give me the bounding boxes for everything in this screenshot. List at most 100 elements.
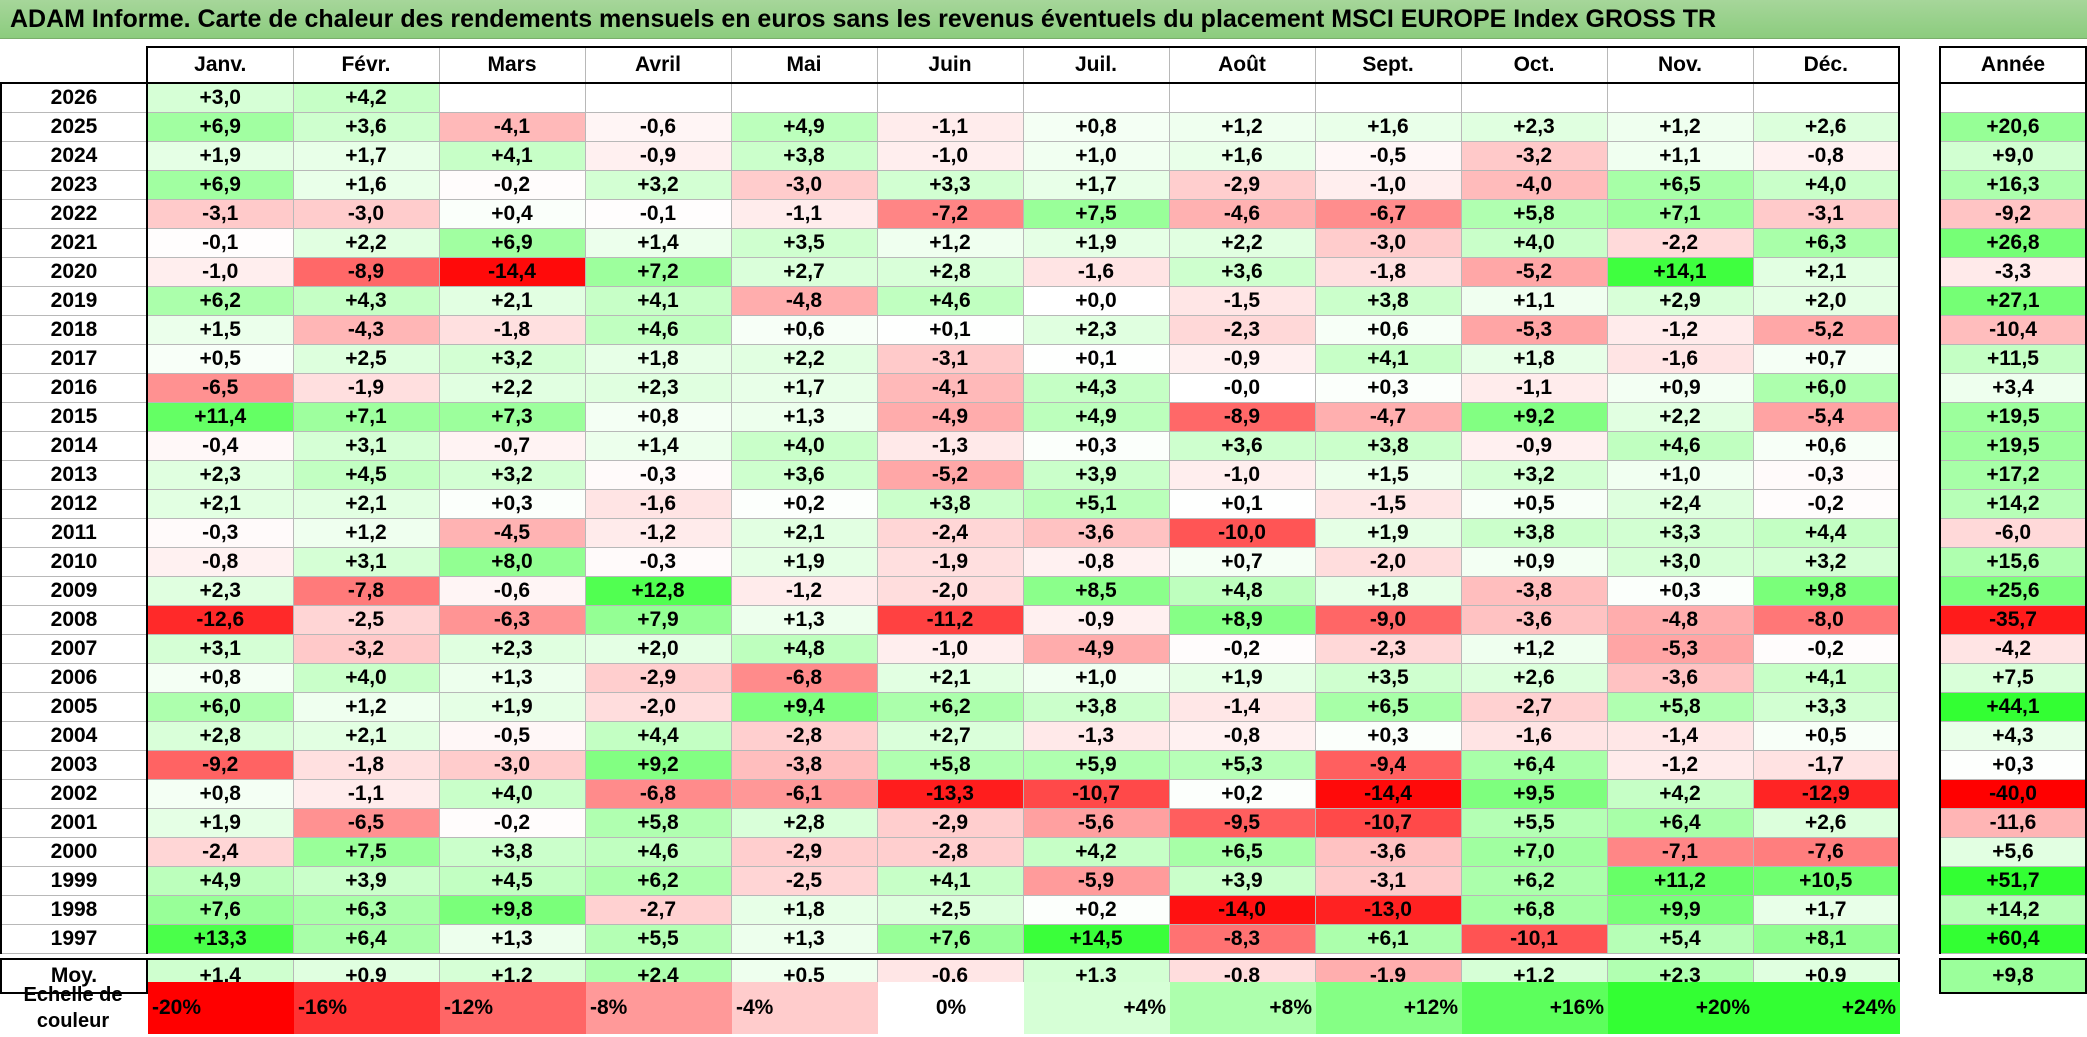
heatmap-cell: -2,4 bbox=[876, 518, 1024, 548]
annual-cell: +26,8 bbox=[1939, 228, 2087, 258]
year-label: 2013 bbox=[0, 460, 148, 490]
heatmap-cell: +7,3 bbox=[438, 402, 586, 432]
heatmap-cell: -1,2 bbox=[584, 518, 732, 548]
heatmap-cell: +1,5 bbox=[146, 315, 294, 345]
heatmap-cell: +1,9 bbox=[1022, 228, 1170, 258]
heatmap-cell: +7,5 bbox=[1022, 199, 1170, 229]
heatmap-cell: +0,2 bbox=[1168, 779, 1316, 809]
table-row: 2015 +11,4 +7,1 +7,3 +0,8 +1,3 -4,9 +4,9 -8,9 -4,… bbox=[0, 402, 1900, 432]
heatmap-cell: -10,7 bbox=[1022, 779, 1170, 809]
heatmap-cell: +4,9 bbox=[730, 112, 878, 142]
title-bar: ADAM Informe. Carte de chaleur des rende… bbox=[0, 0, 2087, 39]
heatmap-cell: +0,5 bbox=[1460, 489, 1608, 519]
heatmap-cell: +3,2 bbox=[584, 170, 732, 200]
heatmap-cell: +0,2 bbox=[730, 489, 878, 519]
heatmap-cell: -2,5 bbox=[730, 866, 878, 896]
color-scale-swatch: -4% bbox=[732, 982, 878, 1034]
year-label: 2021 bbox=[0, 228, 148, 258]
heatmap-cell: +2,0 bbox=[1752, 286, 1900, 316]
heatmap-cell: +4,1 bbox=[438, 141, 586, 171]
year-label: 2022 bbox=[0, 199, 148, 229]
heatmap-cell: +2,6 bbox=[1752, 112, 1900, 142]
annual-cell: +14,2 bbox=[1939, 895, 2087, 925]
heatmap-cell: +8,1 bbox=[1752, 924, 1900, 954]
heatmap-cell: +2,3 bbox=[584, 373, 732, 403]
heatmap-cell: +6,5 bbox=[1314, 692, 1462, 722]
heatmap-cell: +1,7 bbox=[292, 141, 440, 171]
heatmap-cell: -14,4 bbox=[1314, 779, 1462, 809]
color-scale-swatch: +8% bbox=[1170, 982, 1316, 1034]
annual-header: Année bbox=[1939, 46, 2087, 84]
heatmap-cell bbox=[1314, 82, 1462, 113]
heatmap-cell: +1,0 bbox=[1022, 141, 1170, 171]
heatmap-cell: -3,1 bbox=[1752, 199, 1900, 229]
heatmap-cell: +7,5 bbox=[292, 837, 440, 867]
heatmap-cell: -4,1 bbox=[438, 112, 586, 142]
heatmap-cell: -1,9 bbox=[292, 373, 440, 403]
heatmap-cell: -2,8 bbox=[730, 721, 878, 751]
table-row: 2002 +0,8 -1,1 +4,0 -6,8 -6,1 -13,3 -10,7 +0,2 -1… bbox=[0, 779, 1900, 809]
heatmap-cell: +3,8 bbox=[876, 489, 1024, 519]
heatmap-cell: -1,4 bbox=[1168, 692, 1316, 722]
annual-cell: +9,0 bbox=[1939, 141, 2087, 171]
heatmap-cell: +0,3 bbox=[438, 489, 586, 519]
heatmap-cell: +1,9 bbox=[1314, 518, 1462, 548]
heatmap-cell: +5,9 bbox=[1022, 750, 1170, 780]
heatmap-cell: +2,1 bbox=[292, 489, 440, 519]
heatmap-cell: +1,0 bbox=[1022, 663, 1170, 693]
heatmap-cell: +1,7 bbox=[730, 373, 878, 403]
annual-cell: +51,7 bbox=[1939, 866, 2087, 896]
annual-cell: +11,5 bbox=[1939, 344, 2087, 374]
heatmap-cell: -14,4 bbox=[438, 257, 586, 287]
heatmap-cell: +6,1 bbox=[1314, 924, 1462, 954]
table-row: 2010 -0,8 +3,1 +8,0 -0,3 +1,9 -1,9 -0,8 +0,7 -2,0… bbox=[0, 547, 1900, 577]
table-row: 2005 +6,0 +1,2 +1,9 -2,0 +9,4 +6,2 +3,8 -1,4 +6,5… bbox=[0, 692, 1900, 722]
heatmap-cell: +4,5 bbox=[292, 460, 440, 490]
heatmap-cell: +2,4 bbox=[1606, 489, 1754, 519]
year-label: 2004 bbox=[0, 721, 148, 751]
year-label: 2023 bbox=[0, 170, 148, 200]
heatmap-cell: -1,0 bbox=[1168, 460, 1316, 490]
heatmap-cell: -6,3 bbox=[438, 605, 586, 635]
heatmap-cell: +1,8 bbox=[1314, 576, 1462, 606]
heatmap-cell bbox=[1752, 82, 1900, 113]
heatmap-cell: -0,2 bbox=[1752, 634, 1900, 664]
annual-cell: +17,2 bbox=[1939, 460, 2087, 490]
heatmap-cell: +4,4 bbox=[1752, 518, 1900, 548]
heatmap-cell: -1,0 bbox=[146, 257, 294, 287]
heatmap-cell bbox=[876, 82, 1024, 113]
year-label: 2005 bbox=[0, 692, 148, 722]
heatmap-cell: +2,8 bbox=[876, 257, 1024, 287]
month-header: Sept. bbox=[1314, 46, 1462, 84]
heatmap-cell: +4,2 bbox=[1022, 837, 1170, 867]
heatmap-cell: -12,6 bbox=[146, 605, 294, 635]
heatmap-cell: +9,4 bbox=[730, 692, 878, 722]
heatmap-cell: +1,2 bbox=[292, 692, 440, 722]
year-label: 2003 bbox=[0, 750, 148, 780]
table-row: 2026 +3,0 +4,2 bbox=[0, 82, 1900, 113]
heatmap-cell: +4,6 bbox=[1606, 431, 1754, 461]
heatmap-cell: +8,9 bbox=[1168, 605, 1316, 635]
heatmap-cell: +2,1 bbox=[876, 663, 1024, 693]
year-label: 1997 bbox=[0, 924, 148, 954]
heatmap-cell: -1,0 bbox=[876, 634, 1024, 664]
year-label: 2008 bbox=[0, 605, 148, 635]
heatmap-cell: -0,9 bbox=[1022, 605, 1170, 635]
heatmap-cell: -4,9 bbox=[876, 402, 1024, 432]
heatmap-cell: +4,5 bbox=[438, 866, 586, 896]
heatmap-cell: +1,6 bbox=[1168, 141, 1316, 171]
heatmap-cell: -5,9 bbox=[1022, 866, 1170, 896]
heatmap-cell: -4,9 bbox=[1022, 634, 1170, 664]
heatmap-cell: -0,9 bbox=[584, 141, 732, 171]
annual-cell: +15,6 bbox=[1939, 547, 2087, 577]
heatmap-cell: +6,2 bbox=[146, 286, 294, 316]
heatmap-cell bbox=[1168, 82, 1316, 113]
annual-cell: -11,6 bbox=[1939, 808, 2087, 838]
heatmap-cell: +5,1 bbox=[1022, 489, 1170, 519]
heatmap-cell: -2,0 bbox=[1314, 547, 1462, 577]
heatmap-cell: +6,9 bbox=[146, 112, 294, 142]
heatmap-cell: +4,1 bbox=[584, 286, 732, 316]
heatmap-cell: +0,5 bbox=[1752, 721, 1900, 751]
heatmap-cell: +6,3 bbox=[292, 895, 440, 925]
month-header: Févr. bbox=[292, 46, 440, 84]
